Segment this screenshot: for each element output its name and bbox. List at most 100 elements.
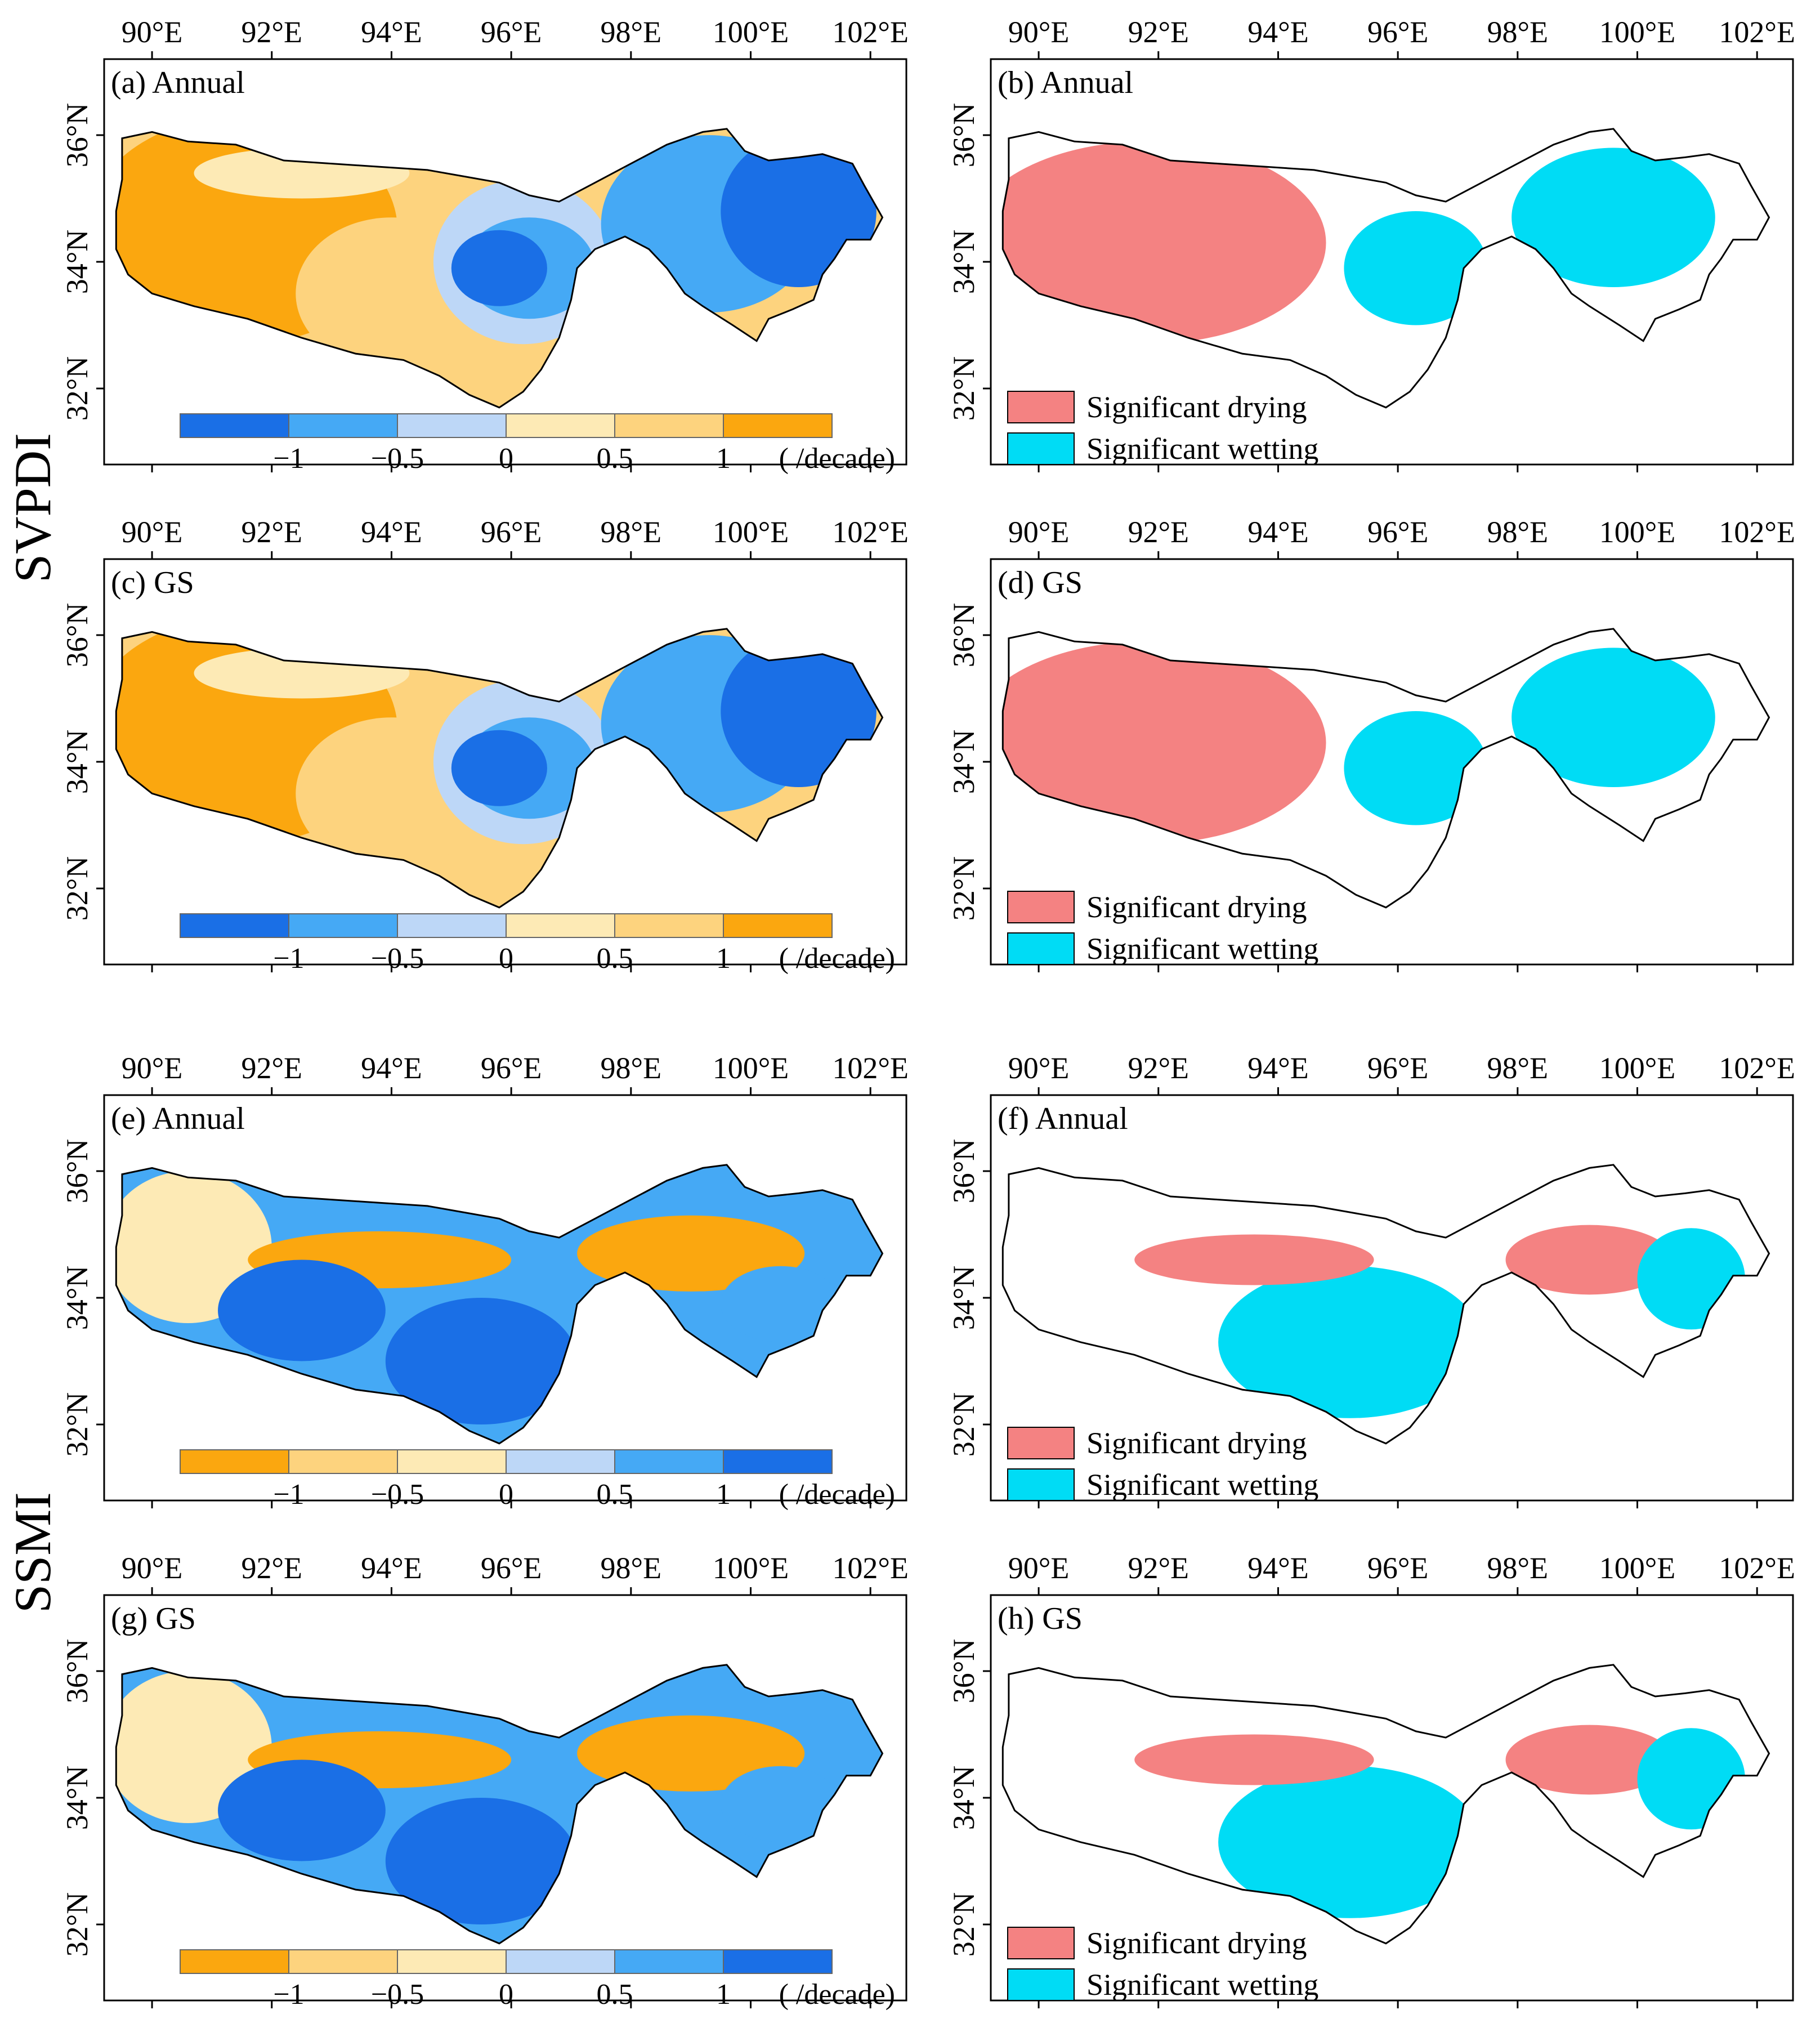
colorbar-swatch-c-1 bbox=[288, 913, 398, 938]
lon-tick-label-d-6: 102°E bbox=[1719, 515, 1795, 549]
trend-area-a-6 bbox=[721, 135, 877, 287]
panel-b: 90°E 92°E 94°E 96°E 98°E 100°E 102°E 32°N 34°N 36… bbox=[947, 15, 1795, 472]
region-outline-g bbox=[115, 1664, 884, 1945]
significance-area-b-1 bbox=[1344, 211, 1488, 325]
significance-area-h-0 bbox=[1218, 1766, 1482, 1918]
legend-swatch-drying-b bbox=[1007, 391, 1075, 423]
colorbar-swatch-e-3 bbox=[506, 1449, 615, 1474]
colorbar-tick-c-2: 0 bbox=[499, 943, 513, 975]
significance-area-h-2 bbox=[1505, 1725, 1674, 1795]
region-outline-e bbox=[115, 1164, 884, 1445]
trend-area-e-3 bbox=[385, 1298, 578, 1424]
lon-tick-label-h-4: 98°E bbox=[1487, 1551, 1549, 1585]
lat-tick-label-c-2: 36°N bbox=[60, 603, 94, 668]
panel-f: 90°E 92°E 94°E 96°E 98°E 100°E 102°E 32°N 34°N 36… bbox=[947, 1051, 1795, 1508]
lat-tick-label-e-2: 36°N bbox=[60, 1139, 94, 1204]
lon-tick-label-e-0: 90°E bbox=[122, 1051, 183, 1085]
colorbar-swatch-e-4 bbox=[614, 1449, 724, 1474]
lon-tick-label-h-5: 100°E bbox=[1599, 1551, 1676, 1585]
lat-tick-label-f-2: 36°N bbox=[947, 1139, 981, 1204]
colorbar-swatch-c-3 bbox=[506, 913, 615, 938]
lon-tick-label-a-0: 90°E bbox=[122, 15, 183, 49]
panels-layer: 90°E 92°E 94°E 96°E 98°E 100°E 102°E 32°N 34°N 36… bbox=[60, 15, 1795, 2011]
lat-tick-label-g-2: 36°N bbox=[60, 1639, 94, 1704]
lat-tick-label-a-0: 32°N bbox=[60, 356, 94, 421]
colorbar-swatch-a-1 bbox=[288, 413, 398, 438]
lon-tick-label-g-1: 92°E bbox=[241, 1551, 302, 1585]
lon-tick-label-b-2: 94°E bbox=[1247, 15, 1309, 49]
lon-tick-label-g-2: 94°E bbox=[361, 1551, 422, 1585]
significance-area-f-3 bbox=[1637, 1228, 1745, 1330]
lon-tick-label-e-2: 94°E bbox=[361, 1051, 422, 1085]
legend-label-drying-d: Significant drying bbox=[1086, 890, 1307, 924]
lat-tick-label-b-0: 32°N bbox=[947, 356, 981, 421]
colorbar-tick-c-0: −1 bbox=[273, 943, 304, 975]
lon-tick-label-f-1: 92°E bbox=[1128, 1051, 1189, 1085]
panel-b-field bbox=[1003, 141, 1715, 345]
colorbar-swatch-e-2 bbox=[397, 1449, 507, 1474]
lon-tick-label-d-1: 92°E bbox=[1128, 515, 1189, 549]
trend-area-a-4 bbox=[451, 230, 547, 306]
colorbar-swatch-c-0 bbox=[180, 913, 289, 938]
colorbar-swatch-c-2 bbox=[397, 913, 507, 938]
lat-tick-label-e-0: 32°N bbox=[60, 1392, 94, 1457]
panel-title-a: (a) Annual bbox=[111, 65, 245, 100]
colorbar-tick-a-1: −0.5 bbox=[371, 443, 424, 475]
colorbar-swatch-a-5 bbox=[723, 413, 833, 438]
lon-tick-label-f-0: 90°E bbox=[1008, 1051, 1070, 1085]
lon-tick-label-c-1: 92°E bbox=[241, 515, 302, 549]
colorbar-swatch-e-1 bbox=[288, 1449, 398, 1474]
lon-tick-label-f-3: 96°E bbox=[1367, 1051, 1429, 1085]
legend-swatch-drying-d bbox=[1007, 891, 1075, 923]
lon-tick-label-f-5: 100°E bbox=[1599, 1051, 1676, 1085]
lon-tick-label-g-5: 100°E bbox=[713, 1551, 789, 1585]
lon-tick-label-b-1: 92°E bbox=[1128, 15, 1189, 49]
lat-tick-label-a-1: 34°N bbox=[60, 230, 94, 294]
lon-tick-label-b-5: 100°E bbox=[1599, 15, 1676, 49]
legend-swatch-wetting-d bbox=[1007, 932, 1075, 965]
colorbar-tick-e-3: 0.5 bbox=[597, 1479, 633, 1511]
legend-swatch-drying-h bbox=[1007, 1927, 1075, 1959]
lon-tick-label-b-6: 102°E bbox=[1719, 15, 1795, 49]
colorbar-tick-c-3: 0.5 bbox=[597, 943, 633, 975]
panel-f-field bbox=[1134, 1225, 1745, 1418]
lon-tick-label-c-4: 98°E bbox=[601, 515, 662, 549]
colorbar-swatch-e-5 bbox=[723, 1449, 833, 1474]
significance-area-h-3 bbox=[1637, 1728, 1745, 1830]
panel-title-c: (c) GS bbox=[111, 565, 194, 600]
legend-swatch-wetting-f bbox=[1007, 1468, 1075, 1501]
lon-tick-label-h-3: 96°E bbox=[1367, 1551, 1429, 1585]
panel-title-b: (b) Annual bbox=[998, 65, 1133, 100]
legend-swatch-wetting-h bbox=[1007, 1968, 1075, 2001]
legend-swatch-drying-f bbox=[1007, 1427, 1075, 1459]
lon-tick-label-b-0: 90°E bbox=[1008, 15, 1070, 49]
colorbar-tick-g-0: −1 bbox=[273, 1979, 304, 2011]
significance-area-f-2 bbox=[1505, 1225, 1674, 1295]
legend-label-wetting-h: Significant wetting bbox=[1086, 1968, 1318, 2002]
colorbar-swatch-a-4 bbox=[614, 413, 724, 438]
colorbar-tick-g-2: 0 bbox=[499, 1979, 513, 2011]
lon-tick-label-c-2: 94°E bbox=[361, 515, 422, 549]
lon-tick-label-a-3: 96°E bbox=[481, 15, 542, 49]
panel-a-field bbox=[116, 128, 883, 408]
significance-area-d-0 bbox=[1003, 641, 1326, 845]
significance-area-f-0 bbox=[1218, 1266, 1482, 1418]
lon-tick-label-e-6: 102°E bbox=[832, 1051, 909, 1085]
colorbar-tick-c-1: −0.5 bbox=[371, 943, 424, 975]
colorbar-unit-a: ( /decade) bbox=[779, 443, 895, 475]
lon-tick-label-g-3: 96°E bbox=[481, 1551, 542, 1585]
lon-tick-label-c-3: 96°E bbox=[481, 515, 542, 549]
panel-a: 90°E 92°E 94°E 96°E 98°E 100°E 102°E 32°N 34°N 36… bbox=[60, 15, 909, 475]
lat-tick-label-g-0: 32°N bbox=[60, 1892, 94, 1957]
panel-e: 90°E 92°E 94°E 96°E 98°E 100°E 102°E 32°N 34°N 36… bbox=[60, 1051, 909, 1511]
region-outline-b bbox=[1001, 128, 1770, 409]
panel-title-d: (d) GS bbox=[998, 565, 1083, 600]
lon-tick-label-h-6: 102°E bbox=[1719, 1551, 1795, 1585]
trend-area-a-7 bbox=[194, 148, 410, 199]
lon-tick-label-d-3: 96°E bbox=[1367, 515, 1429, 549]
significance-area-b-2 bbox=[1512, 148, 1715, 287]
lat-tick-label-f-0: 32°N bbox=[947, 1392, 981, 1457]
panel-title-g: (g) GS bbox=[111, 1601, 196, 1636]
lon-tick-label-h-0: 90°E bbox=[1008, 1551, 1070, 1585]
